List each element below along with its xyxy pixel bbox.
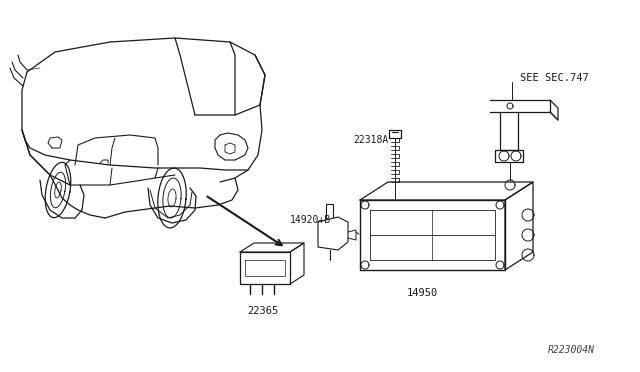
Text: SEE SEC.747: SEE SEC.747 — [520, 73, 589, 83]
Text: 22318A: 22318A — [353, 135, 388, 145]
Text: 14920+B: 14920+B — [290, 215, 331, 225]
Text: 14950: 14950 — [406, 288, 438, 298]
Text: R223004N: R223004N — [548, 345, 595, 355]
Text: 22365: 22365 — [248, 306, 278, 316]
